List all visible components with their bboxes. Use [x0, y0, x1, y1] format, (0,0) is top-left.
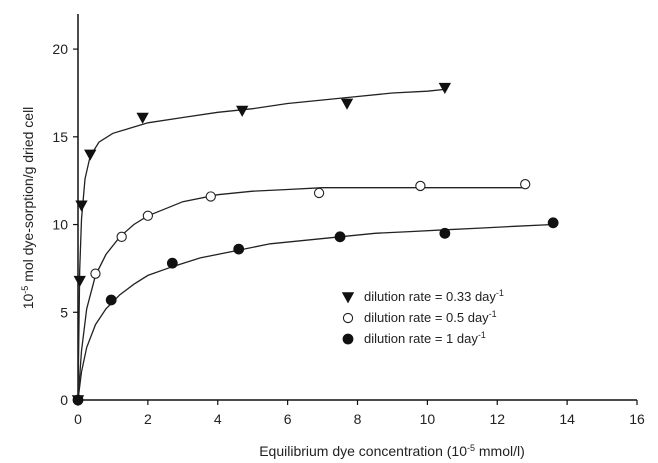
- x-tick-label: 4: [214, 411, 222, 427]
- data-point-series-2: [415, 180, 426, 192]
- x-tick-label: 2: [144, 411, 152, 427]
- data-point-series-3: [547, 217, 559, 229]
- legend-marker-series-2: [342, 312, 354, 324]
- data-point-series-1: [84, 149, 97, 161]
- data-point-series-1: [75, 200, 88, 212]
- x-tick-label: 10: [420, 411, 436, 427]
- x-tick-label: 14: [559, 411, 575, 427]
- data-point-series-1: [438, 82, 452, 95]
- data-point-series-2: [116, 231, 127, 242]
- x-tick-label: 16: [629, 411, 645, 427]
- x-tick-label: 12: [489, 411, 505, 427]
- data-point-series-2: [90, 268, 101, 279]
- data-point-series-1: [136, 112, 149, 124]
- y-tick-label: 20: [52, 41, 68, 57]
- x-tick-label: 0: [74, 411, 82, 427]
- data-points: [71, 82, 559, 407]
- data-point-series-2: [205, 191, 216, 202]
- data-point-series-3: [105, 294, 117, 306]
- axes: 0 2 4 6 8 10 12 14 16 0 5 10 15 20: [52, 14, 645, 427]
- data-point-series-2: [313, 187, 325, 199]
- x-axis-title: Equilibrium dye concentration (10-5 mmol…: [259, 443, 525, 459]
- data-point-series-1: [73, 275, 86, 288]
- y-tick-label: 10: [52, 217, 68, 233]
- legend-label-series-2: dilution rate = 0.5 day-1: [364, 309, 497, 325]
- y-tick-label: 5: [60, 304, 68, 320]
- y-axis-title: 10-5 mol dye-sorption/g dried cell: [20, 107, 36, 310]
- data-point-series-3: [166, 257, 178, 269]
- y-tick-label: 0: [60, 392, 68, 408]
- data-point-series-2: [520, 179, 531, 190]
- data-point-series-3: [439, 227, 451, 239]
- data-point-series-1: [340, 98, 354, 110]
- y-tick-label: 15: [52, 129, 68, 145]
- fit-curve-series-1: [77, 88, 445, 401]
- legend-label-series-3: dilution rate = 1 day-1: [364, 330, 486, 346]
- legend-marker-series-3: [342, 333, 354, 345]
- legend: dilution rate = 0.33 day-1 dilution rate …: [341, 288, 504, 346]
- fit-curves: [77, 88, 554, 401]
- x-tick-label: 6: [284, 411, 292, 427]
- legend-marker-series-1: [341, 292, 355, 304]
- x-tick-label: 8: [354, 411, 362, 427]
- data-point-series-3: [334, 231, 346, 243]
- data-point-series-3: [72, 394, 84, 406]
- fit-curve-series-3: [77, 223, 554, 401]
- data-point-series-2: [142, 210, 154, 221]
- data-point-series-3: [233, 243, 245, 255]
- legend-label-series-1: dilution rate = 0.33 day-1: [364, 288, 504, 304]
- data-point-series-1: [236, 105, 249, 117]
